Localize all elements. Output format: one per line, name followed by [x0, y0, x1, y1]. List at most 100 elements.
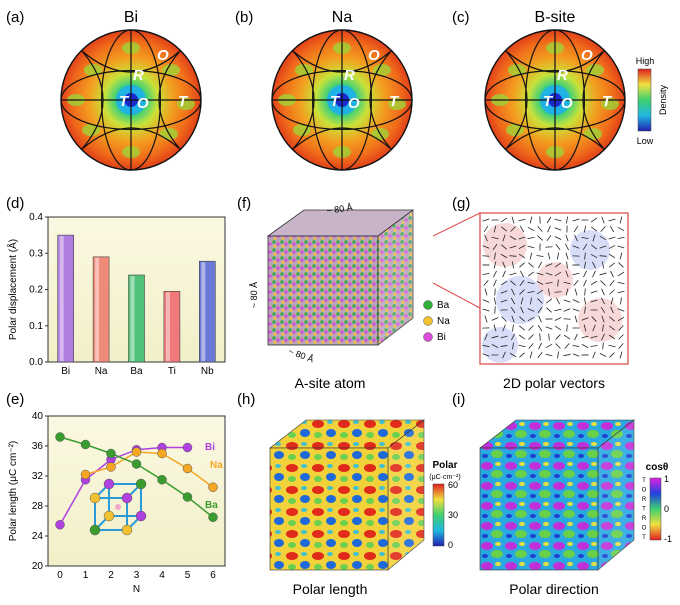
polar-vector [512, 342, 514, 350]
polar-vector [491, 335, 499, 339]
panel-c-label: (c) [452, 9, 470, 26]
series-point-ba [208, 512, 218, 522]
polar-vector [608, 344, 616, 348]
polar-vector [617, 245, 625, 249]
polar-vector [602, 324, 604, 332]
chart-e-ytick-label: 20 [32, 561, 44, 572]
polar-vector [608, 334, 616, 340]
density-blob [84, 64, 102, 76]
polar-tick-0: 0 [448, 540, 453, 550]
polar-vector [511, 261, 515, 269]
polar-vector [590, 290, 598, 294]
polar-vector [565, 288, 569, 296]
density-blob [508, 64, 526, 76]
density-blob [601, 98, 619, 110]
polar-direction-cube-front [479, 447, 599, 571]
polar-tick-30: 30 [448, 510, 458, 520]
inset-atom [135, 478, 147, 490]
great-circle [524, 29, 585, 171]
polar-vector [528, 343, 534, 349]
chart-d-category-label: Nb [201, 366, 214, 377]
polar-vector [520, 297, 524, 305]
polar-vector [599, 353, 607, 357]
polar-vector [518, 236, 526, 240]
polar-vector [590, 280, 598, 286]
polar-vector [617, 237, 625, 239]
polar-vector [537, 306, 543, 314]
density-gradient-bar [637, 68, 652, 132]
polar-vector [581, 236, 589, 240]
polar-vector [592, 261, 596, 269]
dim-top: ~ 80 Å [326, 202, 353, 216]
polar-vector [583, 324, 587, 332]
polar-vector [527, 236, 535, 240]
polar-vector [482, 353, 490, 357]
polar-vector [537, 324, 543, 332]
polar-vector [590, 253, 598, 259]
polar-vector [547, 252, 551, 260]
orientation-label: O [137, 95, 149, 112]
cos-tick-1: 1 [664, 474, 669, 484]
chart-e-ytick-label: 24 [32, 531, 44, 542]
polar-vector [482, 245, 490, 249]
bar-nb [199, 260, 216, 363]
polar-vector [554, 218, 562, 222]
chart-e-plot-area [47, 415, 226, 567]
orientation-label: R [344, 67, 355, 84]
orientation-label: R [133, 67, 144, 84]
polar-vector [484, 288, 488, 296]
great-circle [292, 50, 315, 150]
polar-vector [563, 308, 571, 312]
great-circle [292, 50, 392, 73]
polar-vector [545, 353, 553, 357]
polar-vector [518, 334, 526, 340]
polar-vector [500, 280, 508, 286]
vector-region [482, 327, 518, 363]
polar-vector [491, 343, 499, 349]
polar-vector [600, 280, 606, 286]
polar-vector [538, 315, 542, 323]
polar-vector [592, 324, 596, 332]
panel-d-label: (d) [6, 195, 24, 212]
polar-vector [619, 351, 623, 359]
great-circle [60, 69, 202, 130]
legend-label-bi: Bi [437, 332, 446, 343]
polar-colorbar-title: Polar [432, 460, 457, 471]
polar-vector [584, 306, 586, 314]
polar-vector [500, 345, 508, 347]
bar-highlight [95, 257, 100, 361]
inset-atom [121, 524, 133, 536]
polar-vector [572, 272, 580, 276]
polar-vector [583, 225, 587, 233]
polar-vector [601, 315, 605, 323]
polar-vector [590, 345, 598, 347]
polar-vector [617, 316, 625, 322]
cos-side-label: R [642, 516, 647, 522]
polar-vector [591, 244, 597, 250]
polar-vector [608, 325, 616, 331]
polar-colorbar [432, 483, 445, 547]
polar-vector [537, 226, 543, 232]
polar-vector [592, 270, 596, 278]
polar-vector [518, 325, 526, 331]
polar-vector [491, 236, 499, 240]
polar-vector [599, 272, 607, 276]
polar-vector [494, 252, 496, 260]
polar-vector [509, 235, 517, 241]
polar-vector [539, 333, 541, 341]
inset-atom [103, 478, 115, 490]
polar-vector [566, 261, 568, 269]
polar-vector [599, 255, 607, 257]
polar-vector [527, 308, 535, 312]
polar-vector [590, 217, 598, 223]
panel-g-caption: 2D polar vectors [503, 375, 605, 391]
legend-label-ba: Ba [437, 300, 450, 311]
zoom-line-top [432, 212, 481, 237]
great-circle [369, 50, 392, 150]
series-point-ba [182, 492, 193, 502]
polar-vector [501, 244, 507, 250]
chart-d-ytick-label: 0.1 [29, 321, 43, 332]
